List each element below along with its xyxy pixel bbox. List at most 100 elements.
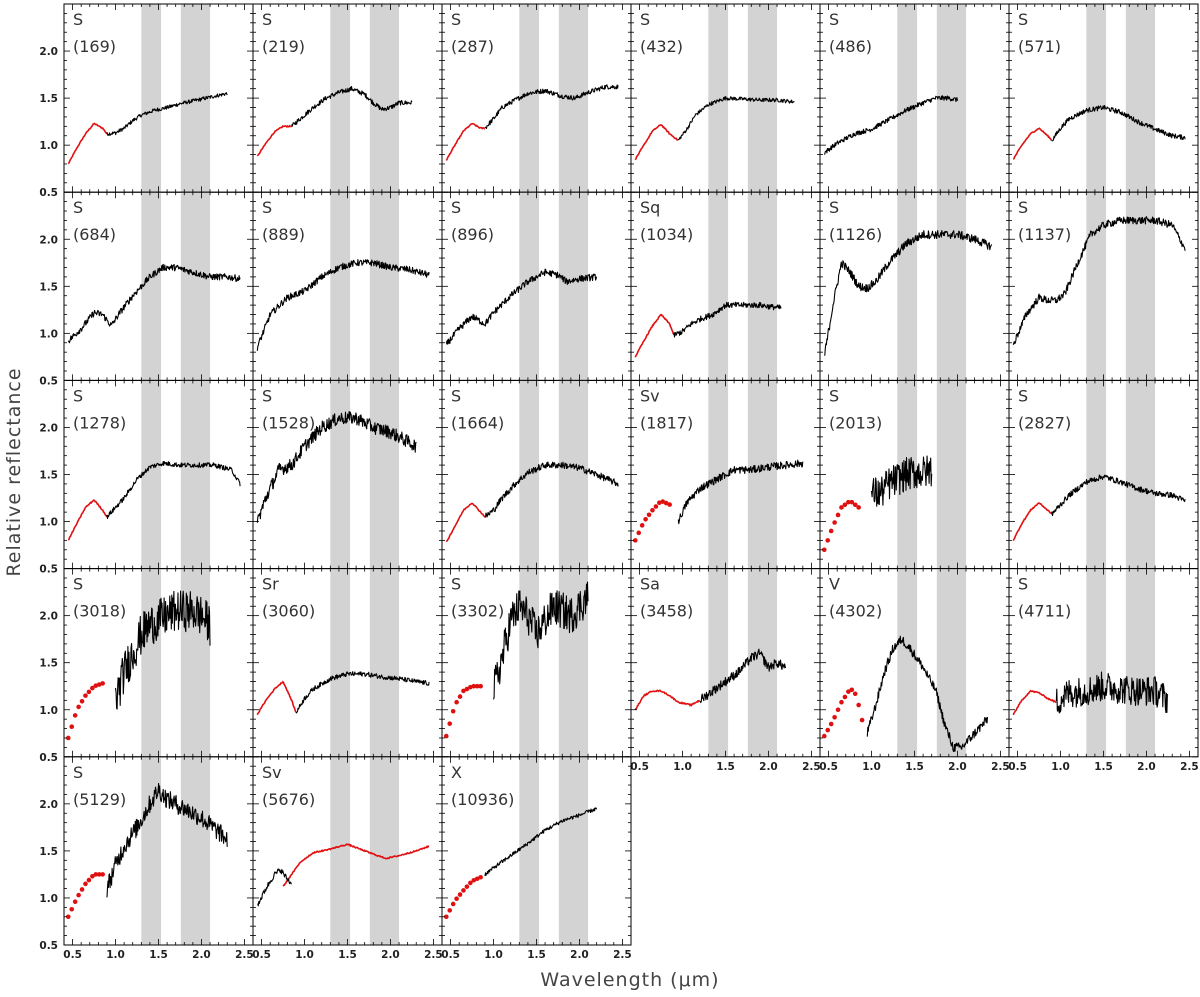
visible-point [835,512,841,518]
panel-asteroid-number: (896) [451,225,494,244]
spectrum-plot [823,95,959,155]
panel-asteroid-number: (219) [262,37,305,56]
telluric-band [558,380,589,569]
visible-point [478,683,483,689]
spectrum-panel: S (1126) [819,191,1010,381]
visible-spectrum [282,843,430,887]
x-tick-label: 2.0 [381,949,400,961]
panel-asteroid-number: (571) [1018,37,1061,56]
y-tick-label: 0.5 [39,940,58,952]
telluric-band [330,380,351,569]
visible-point [454,699,459,705]
x-tick-label: 2.0 [948,761,967,773]
nir-spectrum [484,461,619,518]
y-tick-label: 1.0 [39,893,58,905]
telluric-band [369,4,400,193]
spectrum-panel: 0.5 1.0 1.5 2.0 S (3018) [39,568,254,764]
visible-spectrum [1012,502,1053,541]
telluric-band [936,568,967,757]
panel-taxon-label: S [73,763,83,782]
panel-asteroid-number: (486) [829,37,872,56]
telluric-band [747,192,778,381]
panel-asteroid-number: (3458) [640,602,693,621]
spectrum-panel: S (889) [252,191,443,381]
nir-spectrum [1012,216,1186,346]
visible-point [457,694,463,699]
telluric-band [180,192,211,381]
x-tick-label: 1.0 [484,949,503,961]
spectrum-plot [257,843,430,907]
spectrum-panel: S (571) [1008,3,1199,193]
x-tick-label: 1.5 [716,761,735,773]
telluric-band [180,756,211,945]
visible-point [650,507,655,513]
panel-taxon-label: X [451,763,462,782]
telluric-band [936,380,967,569]
nir-spectrum [1055,671,1169,714]
spectrum-panel: S (2013) [819,379,1010,570]
nir-spectrum [114,590,211,710]
visible-point [69,724,75,729]
visible-point [65,914,71,920]
nir-spectrum [257,868,292,907]
visible-point [93,872,99,877]
spectrum-panel: Sr (3060) [252,568,443,758]
panel-asteroid-number: (1278) [73,413,126,432]
telluric-band [558,192,589,381]
x-tick-label: 2.5 [613,949,632,961]
x-tick-label: 2.5 [235,949,254,961]
visible-point [447,721,453,726]
visible-point [450,708,456,714]
spectrum-plot [634,95,795,161]
visible-point [839,699,844,705]
telluric-band [708,192,729,381]
spectrum-plot [821,635,989,753]
telluric-band [141,756,162,945]
spectrum-panel: S (287) [441,3,632,193]
visible-point [96,872,102,877]
nir-spectrum [823,230,993,356]
visible-point [835,707,841,713]
visible-spectrum [1012,689,1057,716]
telluric-band [897,4,918,193]
telluric-band [180,568,211,757]
telluric-band [369,380,400,569]
visible-point [842,502,848,508]
visible-point [636,530,642,536]
visible-point [79,698,85,704]
nir-spectrum [492,581,589,700]
panel-asteroid-number: (1664) [451,413,504,432]
visible-point [461,688,466,694]
spectrum-panel: S (486) [819,3,1010,193]
y-tick-label: 1.5 [39,658,58,670]
visible-point [852,691,858,697]
visible-point [79,887,85,892]
telluric-band [708,4,729,193]
spectrum-plot [65,783,228,920]
telluric-band [558,756,589,945]
spectrum-panel: 0.5 1.0 1.5 2.0 S (1278) [39,379,254,576]
visible-point [639,523,645,528]
spectrum-panel: 0.5 1.0 1.5 2.0 2.5 S (4711) [1008,568,1199,773]
telluric-band [519,4,540,193]
y-axis-label: Relative reflectance [3,367,25,576]
telluric-band [180,4,211,193]
spectrum-panel: S (2827) [1008,379,1199,570]
spectrum-panel: 0.5 1.0 1.5 2.0 2.5 V (4302) [819,568,1010,773]
visible-point [468,880,473,886]
visible-point [859,717,865,723]
spectrum-plot [256,410,417,523]
spectrum-plot [823,230,993,356]
spectrum-plot [634,301,782,358]
y-tick-label: 0.5 [39,187,58,199]
spectrum-panel: S (3302) [441,568,632,758]
y-tick-label: 2.0 [39,234,58,246]
spectrum-panel: Sv (1817) [630,379,821,570]
visible-point [69,906,75,912]
panel-taxon-label: S [73,198,83,217]
visible-point [72,713,78,718]
telluric-band [708,568,729,757]
x-tick-label: 2.0 [1137,761,1156,773]
visible-spectrum [256,680,297,716]
visible-point [478,874,483,880]
